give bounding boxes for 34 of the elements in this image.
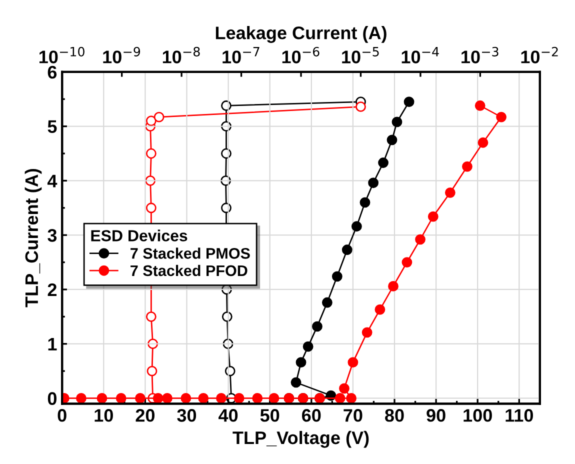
x2-tick-label: 10$^{−4}$	[402, 47, 439, 64]
x2-axis-title: Leakage Current (A)	[216, 26, 386, 43]
y-tick-label: 0	[48, 392, 56, 405]
x2-tick-label: 10$^{−10}$	[39, 46, 84, 64]
legend-label: 7 Stacked PFOD	[130, 264, 248, 276]
x2-tick-label: 10$^{−6}$	[282, 46, 320, 64]
x-axis-title: TLP_Voltage (V)	[232, 430, 369, 448]
y-axis-title: TLP_Current (A)	[24, 168, 42, 308]
legend-label: 7 Stacked PMOS	[130, 248, 250, 259]
y-tick-label: 6	[48, 66, 57, 79]
x-tick-label: 100	[464, 409, 492, 422]
x-tick-label: 50	[260, 409, 280, 422]
x-tick-label: 90	[426, 409, 446, 422]
x-tick-label: 70	[344, 409, 362, 422]
x-tick-label: 60	[302, 409, 321, 422]
x2-tick-label: 10$^{−5}$	[342, 47, 379, 64]
y-tick-label: 2	[48, 283, 57, 296]
x2-tick-label: 10$^{−3}$	[462, 46, 498, 64]
x-tick-label: 110	[506, 409, 533, 422]
x-tick-label: 0	[58, 409, 66, 422]
y-tick-label: 1	[48, 338, 57, 350]
x2-tick-label: 10$^{−8}$	[162, 46, 200, 64]
x2-tick-label: 10$^{−2}$	[521, 46, 558, 64]
x-tick-label: 40	[218, 409, 238, 422]
x-tick-label: 80	[385, 409, 404, 422]
x2-tick-label: 10$^{−9}$	[103, 46, 140, 64]
y-tick-label: 3	[48, 229, 57, 242]
x-tick-label: 10	[94, 409, 113, 422]
x-tick-label: 30	[177, 409, 196, 422]
y-tick-label: 5	[48, 120, 57, 134]
legend-title: ESD Devices	[91, 230, 188, 242]
x-tick-label: 20	[136, 409, 154, 422]
y-tick-label: 4	[47, 174, 58, 188]
x2-tick-label: 10$^{−7}$	[222, 47, 260, 64]
